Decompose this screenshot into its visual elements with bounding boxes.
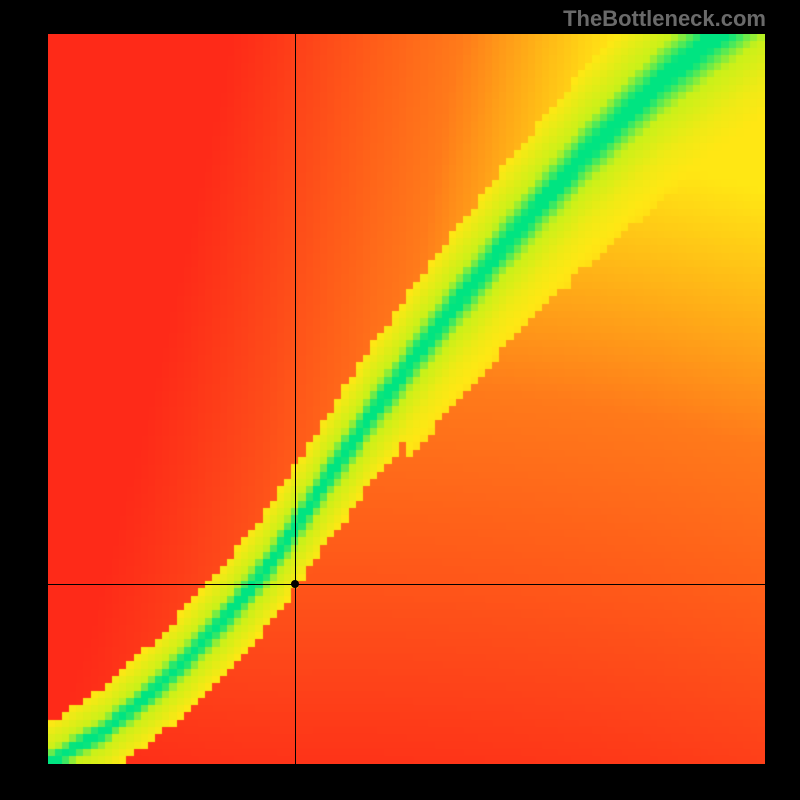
crosshair-vertical	[295, 34, 296, 764]
crosshair-marker	[291, 580, 299, 588]
crosshair-horizontal	[48, 584, 765, 585]
watermark-text: TheBottleneck.com	[563, 6, 766, 32]
bottleneck-heatmap	[48, 34, 765, 764]
